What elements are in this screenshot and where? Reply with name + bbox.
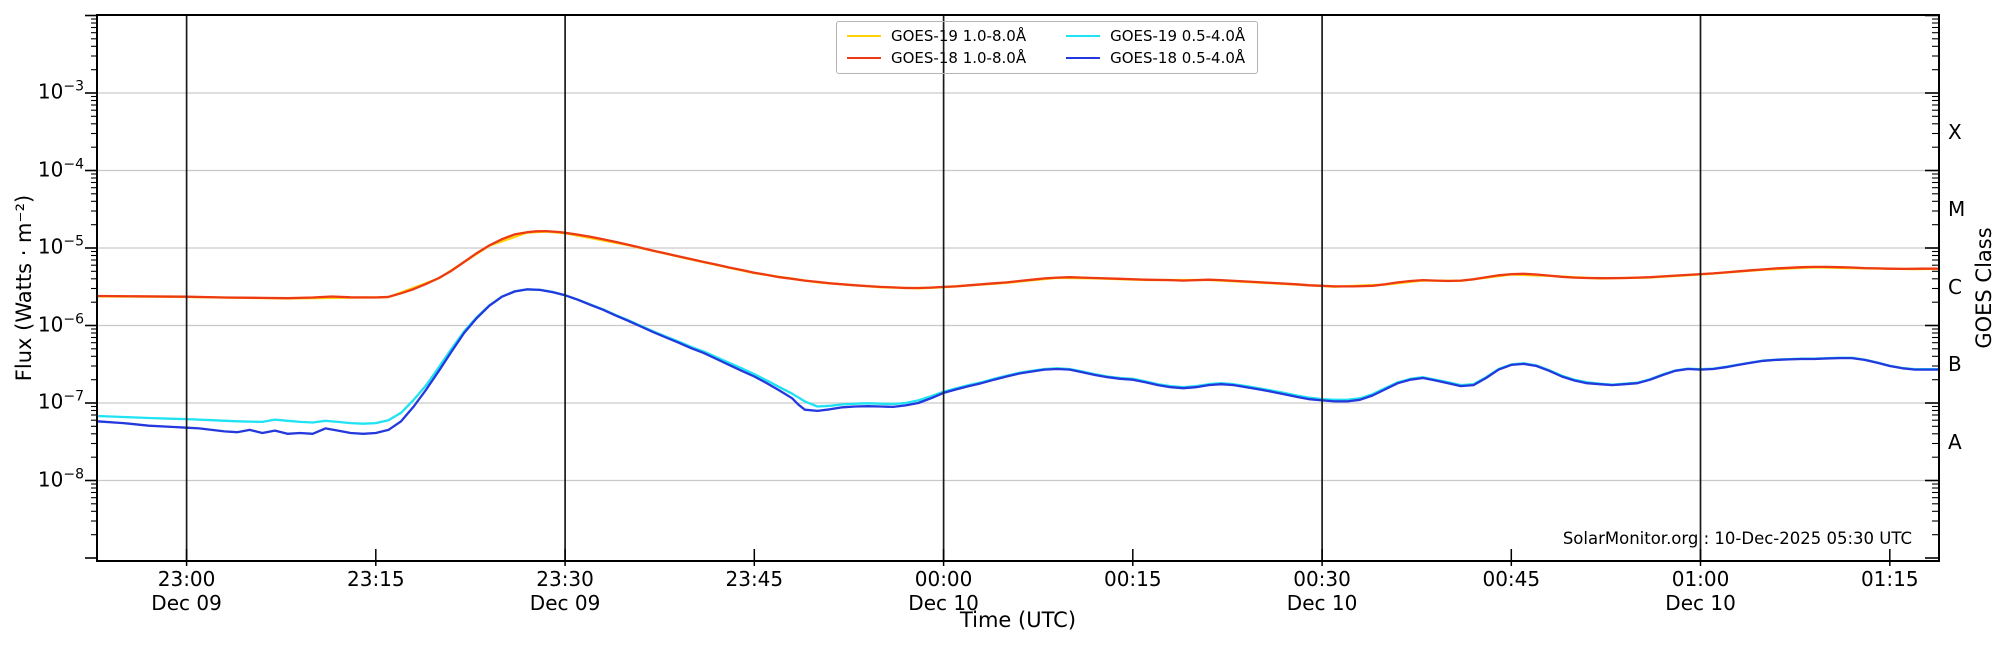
goes-class-label-m: M <box>1948 197 1966 222</box>
goes-class-label-b: B <box>1948 352 1962 377</box>
series-line-goes-19-1-0-8-0- <box>95 230 1941 300</box>
goes-class-label-c: C <box>1948 274 1962 299</box>
legend-label: GOES-18 1.0-8.0Å <box>891 49 1027 67</box>
legend-item-goes19-short: GOES-19 0.5-4.0Å <box>1066 27 1245 45</box>
x-tick-label: 23:45 <box>725 567 784 591</box>
watermark-text: SolarMonitor.org : 10-Dec-2025 05:30 UTC <box>1562 529 1912 548</box>
series-line-goes-18-0-5-4-0- <box>95 288 1941 435</box>
y-tick-label: 10−7 <box>37 388 84 414</box>
series-line-goes-18-1-0-8-0- <box>95 229 1941 300</box>
y-tick-label: 10−4 <box>37 156 84 181</box>
x-tick-label: 00:00 <box>914 567 973 591</box>
goes-class-label-a: A <box>1948 429 1962 454</box>
legend-swatch-goes19-long <box>847 35 881 37</box>
x-tick-label: 23:30 <box>536 567 594 591</box>
goes-class-label-x: X <box>1948 119 1962 144</box>
x-tick-label: 01:15 <box>1860 567 1919 591</box>
y-tick-label: 10−8 <box>37 466 84 491</box>
legend-label: GOES-18 0.5-4.0Å <box>1110 49 1246 67</box>
y-axis-title-left: Flux (Watts · m⁻²) <box>12 194 36 382</box>
x-tick-date-label: Dec 10 <box>908 591 979 615</box>
y-tick-label: 10−3 <box>37 78 84 104</box>
x-tick-date-label: Dec 09 <box>151 591 222 615</box>
x-tick-date-label: Dec 09 <box>529 591 601 615</box>
x-axis-title: Time (UTC) <box>959 608 1077 632</box>
legend: GOES-19 1.0-8.0Å GOES-18 1.0-8.0Å GOES-1… <box>836 21 1259 74</box>
legend-item-goes18-long: GOES-18 1.0-8.0Å <box>847 49 1026 67</box>
x-tick-label: 00:15 <box>1103 567 1162 591</box>
legend-item-goes18-short: GOES-18 0.5-4.0Å <box>1066 49 1245 67</box>
legend-swatch-goes19-short <box>1066 35 1101 37</box>
legend-swatch-goes18-short <box>1066 57 1101 59</box>
x-tick-label: 00:45 <box>1482 567 1541 591</box>
legend-swatch-goes18-long <box>847 57 881 59</box>
x-tick-label: 23:00 <box>157 567 216 591</box>
x-tick-label: 00:30 <box>1293 567 1351 591</box>
y-tick-label: 10−6 <box>37 311 84 336</box>
legend-label: GOES-19 0.5-4.0Å <box>1110 27 1246 45</box>
plot-frame <box>96 14 1940 562</box>
legend-item-goes19-long: GOES-19 1.0-8.0Å <box>847 27 1026 45</box>
x-tick-label: 23:15 <box>346 567 405 591</box>
x-tick-date-label: Dec 10 <box>1665 591 1736 615</box>
legend-label: GOES-19 1.0-8.0Å <box>891 27 1027 45</box>
x-tick-label: 01:00 <box>1671 567 1730 591</box>
y-tick-label: 10−5 <box>37 233 84 259</box>
y-axis-title-right: GOES Class <box>1972 227 1996 349</box>
x-tick-date-label: Dec 10 <box>1286 591 1358 615</box>
